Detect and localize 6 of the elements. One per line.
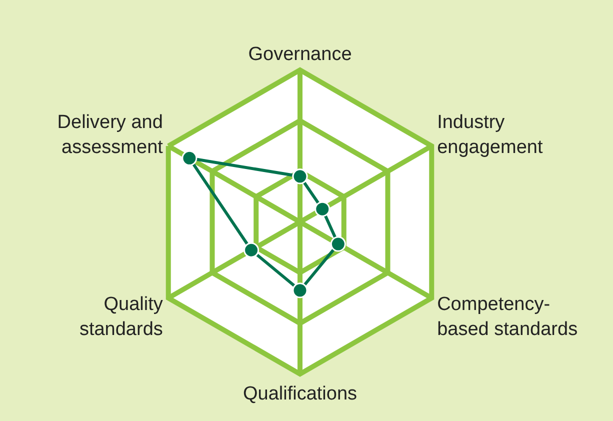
spoke-label: Quality standards — [79, 294, 164, 340]
spoke-label: Industry engagement — [437, 112, 544, 158]
spoke-label: Competency- based standards — [437, 294, 578, 340]
spoke-label: Qualifications — [242, 383, 358, 404]
spoke-label: Governance — [248, 44, 352, 65]
spoke-label: Delivery and assessment — [57, 112, 164, 158]
